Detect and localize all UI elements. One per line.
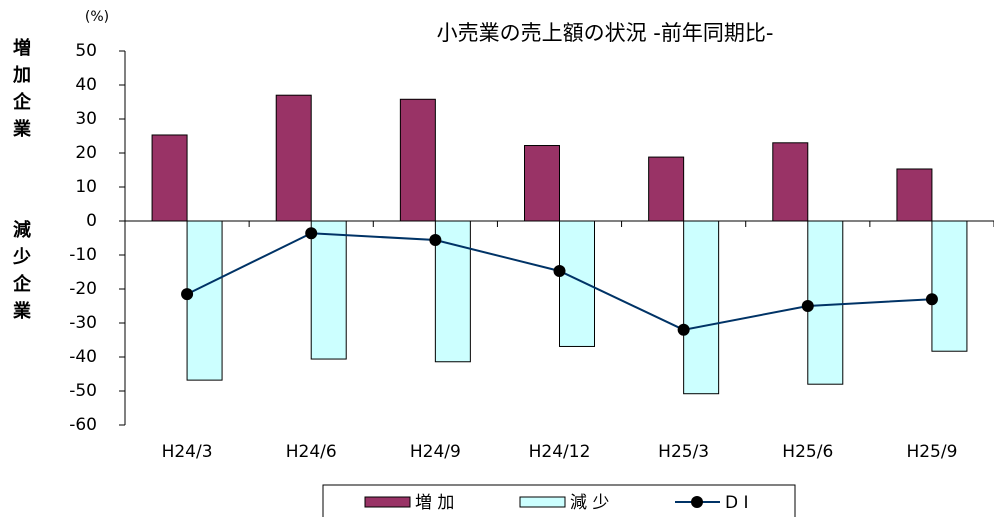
bar [399, 98, 436, 222]
legend-label: 増 加 [415, 493, 454, 513]
x-tick-label: H25/6 [782, 442, 833, 462]
marker [801, 300, 814, 312]
bar [807, 220, 844, 385]
y-tick-label: -20 [69, 279, 97, 299]
marker [305, 227, 318, 240]
bar [931, 220, 968, 352]
legend-label: 減 少 [570, 493, 609, 513]
y-tick-label: 50 [75, 41, 97, 61]
x-tick-label: H25/9 [906, 442, 957, 462]
y-tick-label: 40 [75, 75, 97, 95]
marker [677, 323, 690, 336]
y-tick-label: 0 [86, 211, 97, 231]
unit-label: (%) [85, 9, 109, 25]
x-tick-label: H24/6 [286, 442, 337, 462]
marker [181, 288, 194, 301]
y-label-bottom: 減少企業 [10, 219, 32, 328]
legend-label: D I [725, 493, 749, 513]
bar [648, 156, 685, 222]
y-tick-label: -60 [69, 415, 97, 435]
marker [925, 293, 938, 306]
legend-swatch [364, 496, 411, 508]
legend-swatch [519, 496, 566, 508]
chart-title: 小売業の売上額の状況 -前年同期比- [437, 21, 774, 45]
marker [553, 264, 566, 277]
marker [429, 234, 442, 247]
bar [275, 94, 312, 222]
bar [524, 145, 560, 222]
y-tick-label: 10 [75, 177, 97, 197]
x-tick-label: H24/3 [162, 442, 213, 462]
bar [559, 220, 595, 347]
y-tick-label: -10 [69, 245, 97, 265]
x-tick-label: H24/9 [410, 442, 461, 462]
bar [772, 142, 809, 222]
bar [186, 220, 223, 381]
y-tick-label: -40 [69, 347, 97, 367]
y-label-top: 増加企業 [10, 37, 32, 146]
y-tick-label: 30 [75, 109, 97, 129]
legend-marker [691, 496, 703, 508]
y-tick-label: -30 [69, 313, 97, 333]
y-tick-label: 20 [75, 143, 97, 163]
x-tick-label: H25/3 [658, 442, 709, 462]
bar [151, 134, 188, 222]
x-tick-label: H24/12 [529, 442, 591, 462]
bar [310, 220, 347, 360]
bar [683, 220, 720, 395]
bar [896, 168, 933, 222]
y-tick-label: -50 [69, 381, 97, 401]
